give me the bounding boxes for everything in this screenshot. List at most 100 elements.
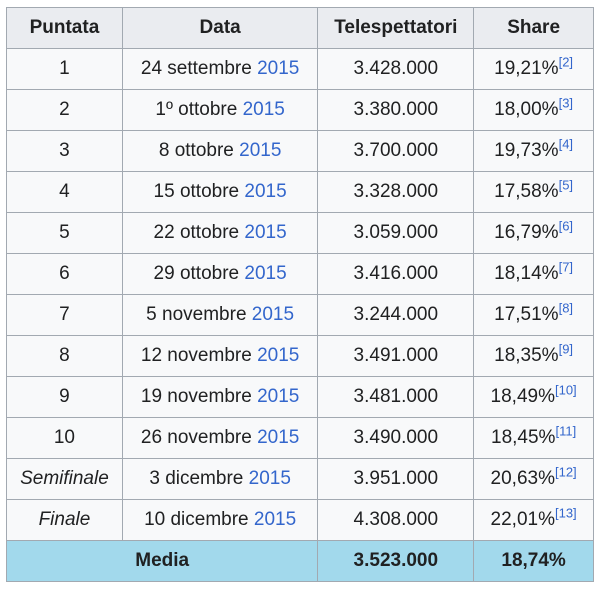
ratings-table: Puntata Data Telespettatori Share 1 24 se… (5, 7, 594, 582)
table-row: 6 29 ottobre 2015 3.416.000 18,14%[7] (6, 253, 594, 295)
date-text: 29 ottobre (153, 263, 240, 284)
year-link[interactable]: 2015 (257, 345, 300, 366)
year-link[interactable]: 2015 (253, 509, 297, 530)
share-value: 18,45% (491, 427, 556, 448)
table-row: 10 26 novembre 2015 3.490.000 18,45%[11] (6, 417, 594, 459)
reference-link[interactable]: [12] (554, 464, 577, 480)
episode-cell: 4 (6, 171, 123, 213)
viewers-cell: 3.380.000 (317, 89, 475, 131)
reference-link[interactable]: [7] (558, 259, 574, 275)
date-text: 1º ottobre (155, 99, 238, 120)
viewers-cell: 4.308.000 (317, 499, 475, 541)
header-share: Share (473, 7, 594, 49)
year-link[interactable]: 2015 (257, 386, 300, 407)
table-row: Finale 10 dicembre 2015 4.308.000 22,01%[13… (6, 499, 594, 541)
year-link[interactable]: 2015 (239, 140, 282, 161)
reference-link[interactable]: [5] (558, 177, 574, 193)
date-text: 22 ottobre (153, 222, 240, 243)
episode-cell: 6 (6, 253, 123, 295)
share-value: 22,01% (490, 509, 555, 530)
reference-sup: [9] (559, 342, 573, 357)
episode-cell: 7 (6, 294, 123, 336)
share-cell: 20,63%[12] (473, 458, 594, 500)
date-text: 3 dicembre (149, 468, 244, 489)
reference-link[interactable]: [9] (558, 341, 574, 357)
table-row: Semifinale 3 dicembre 2015 3.951.000 20,63%… (6, 458, 594, 500)
date-text: 24 settembre (140, 58, 252, 79)
year-link[interactable]: 2015 (251, 304, 295, 325)
date-text: 19 novembre (140, 386, 252, 407)
share-value: 19,21% (494, 58, 559, 79)
reference-sup: [13] (555, 506, 577, 521)
year-link[interactable]: 2015 (257, 58, 300, 79)
share-value: 19,73% (494, 140, 559, 161)
year-link[interactable]: 2015 (242, 99, 285, 120)
viewers-cell: 3.244.000 (317, 294, 475, 336)
reference-link[interactable]: [11] (555, 423, 577, 439)
reference-link[interactable]: [10] (554, 382, 577, 398)
reference-sup: [8] (559, 301, 573, 316)
table-row: 5 22 ottobre 2015 3.059.000 16,79%[6] (6, 212, 594, 254)
date-cell: 26 novembre 2015 (121, 417, 319, 459)
share-value: 17,51% (494, 304, 559, 325)
date-cell: 15 ottobre 2015 (121, 171, 319, 213)
share-value: 16,79% (494, 222, 559, 243)
viewers-cell: 3.416.000 (317, 253, 475, 295)
year-link[interactable]: 2015 (257, 427, 300, 448)
reference-sup: [7] (559, 260, 573, 275)
share-cell: 19,73%[4] (473, 130, 594, 172)
share-cell: 19,21%[2] (473, 48, 594, 90)
date-cell: 29 ottobre 2015 (121, 253, 319, 295)
episode-cell: 10 (6, 417, 123, 459)
reference-sup: [11] (555, 424, 576, 439)
year-link[interactable]: 2015 (244, 263, 287, 284)
viewers-cell: 3.428.000 (317, 48, 475, 90)
date-text: 10 dicembre (144, 509, 249, 530)
date-text: 8 ottobre (158, 140, 234, 161)
table-row: 2 1º ottobre 2015 3.380.000 18,00%[3] (6, 89, 594, 131)
reference-link[interactable]: [2] (558, 54, 574, 70)
date-cell: 22 ottobre 2015 (121, 212, 319, 254)
date-cell: 1º ottobre 2015 (121, 89, 319, 131)
year-link[interactable]: 2015 (244, 181, 287, 202)
date-cell: 12 novembre 2015 (121, 335, 319, 377)
reference-link[interactable]: [8] (558, 300, 574, 316)
reference-link[interactable]: [6] (558, 218, 574, 234)
viewers-cell: 3.951.000 (317, 458, 475, 500)
share-cell: 22,01%[13] (473, 499, 594, 541)
episode-cell: 8 (6, 335, 123, 377)
episode-cell: 5 (6, 212, 123, 254)
viewers-cell: 3.059.000 (317, 212, 475, 254)
share-cell: 16,79%[6] (473, 212, 594, 254)
reference-link[interactable]: [4] (558, 136, 574, 152)
reference-sup: [6] (559, 219, 573, 234)
share-value: 20,63% (490, 468, 555, 489)
header-data: Data (121, 7, 319, 49)
reference-link[interactable]: [3] (558, 95, 574, 111)
table-row: 1 24 settembre 2015 3.428.000 19,21%[2] (6, 48, 594, 90)
table-row: 9 19 novembre 2015 3.481.000 18,49%[10] (6, 376, 594, 418)
viewers-cell: 3.490.000 (317, 417, 475, 459)
header-telespettatori: Telespettatori (317, 7, 475, 49)
share-cell: 18,45%[11] (473, 417, 594, 459)
share-cell: 18,49%[10] (473, 376, 594, 418)
reference-sup: [10] (555, 383, 577, 398)
share-value: 17,58% (494, 181, 559, 202)
reference-link[interactable]: [13] (554, 505, 577, 521)
episode-cell: 3 (6, 130, 123, 172)
average-share: 18,74% (473, 540, 594, 582)
episode-cell: 1 (6, 48, 123, 90)
viewers-cell: 3.328.000 (317, 171, 475, 213)
date-cell: 24 settembre 2015 (121, 48, 319, 90)
table-row: 8 12 novembre 2015 3.491.000 18,35%[9] (6, 335, 594, 377)
year-link[interactable]: 2015 (248, 468, 291, 489)
share-cell: 18,35%[9] (473, 335, 594, 377)
date-cell: 5 novembre 2015 (121, 294, 319, 336)
episode-cell: Semifinale (6, 458, 123, 500)
episode-cell: 2 (6, 89, 123, 131)
date-cell: 8 ottobre 2015 (121, 130, 319, 172)
year-link[interactable]: 2015 (244, 222, 287, 243)
share-cell: 18,14%[7] (473, 253, 594, 295)
share-value: 18,00% (494, 99, 559, 120)
